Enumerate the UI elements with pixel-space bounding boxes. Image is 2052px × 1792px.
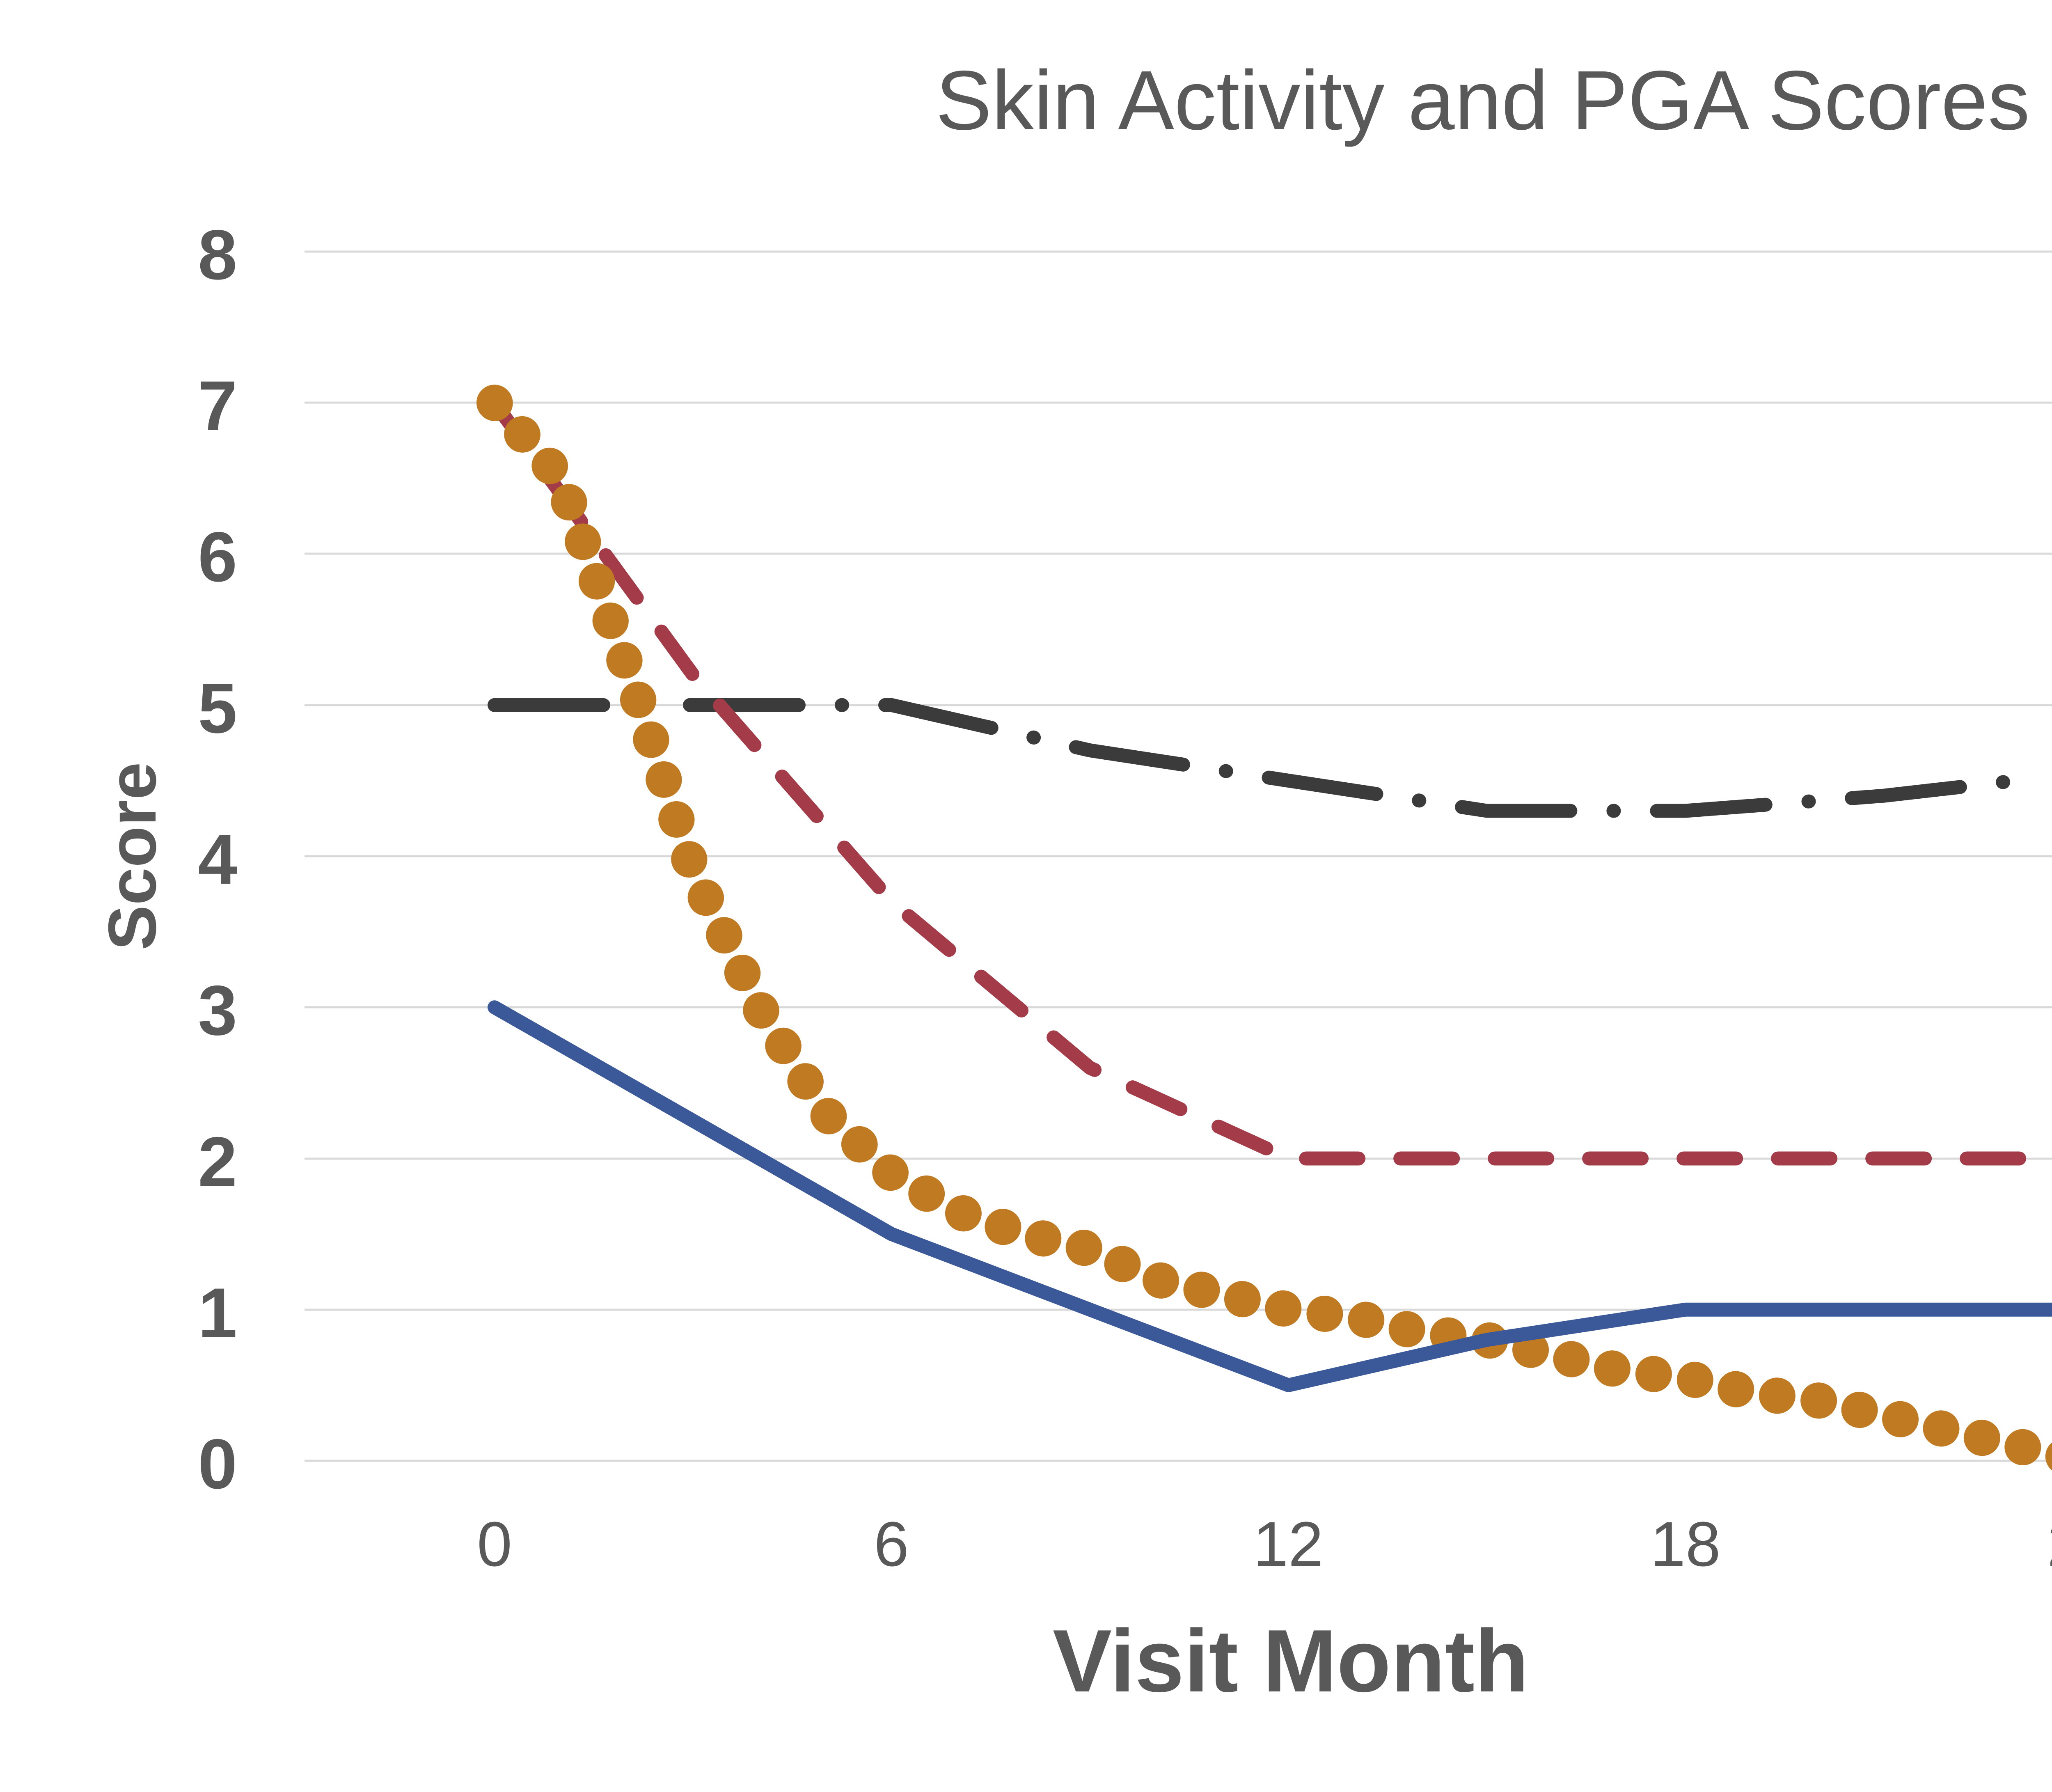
svg-text:7: 7	[198, 367, 237, 445]
svg-text:2: 2	[198, 1123, 237, 1201]
svg-text:12: 12	[1253, 1509, 1323, 1579]
svg-text:8: 8	[198, 215, 237, 294]
svg-text:1: 1	[198, 1274, 237, 1352]
svg-text:0: 0	[477, 1509, 512, 1579]
svg-text:4: 4	[198, 820, 237, 899]
svg-text:Skin Activity and PGA Scores: Skin Activity and PGA Scores	[936, 53, 2030, 147]
svg-text:0: 0	[198, 1425, 237, 1503]
svg-text:6: 6	[198, 518, 237, 596]
svg-text:5: 5	[198, 669, 237, 748]
svg-text:18: 18	[1650, 1509, 1720, 1579]
svg-text:Score: Score	[94, 762, 170, 951]
svg-text:24: 24	[2047, 1509, 2052, 1579]
svg-text:Visit Month: Visit Month	[1053, 1611, 1529, 1710]
svg-text:6: 6	[874, 1509, 909, 1579]
svg-text:3: 3	[198, 971, 237, 1050]
